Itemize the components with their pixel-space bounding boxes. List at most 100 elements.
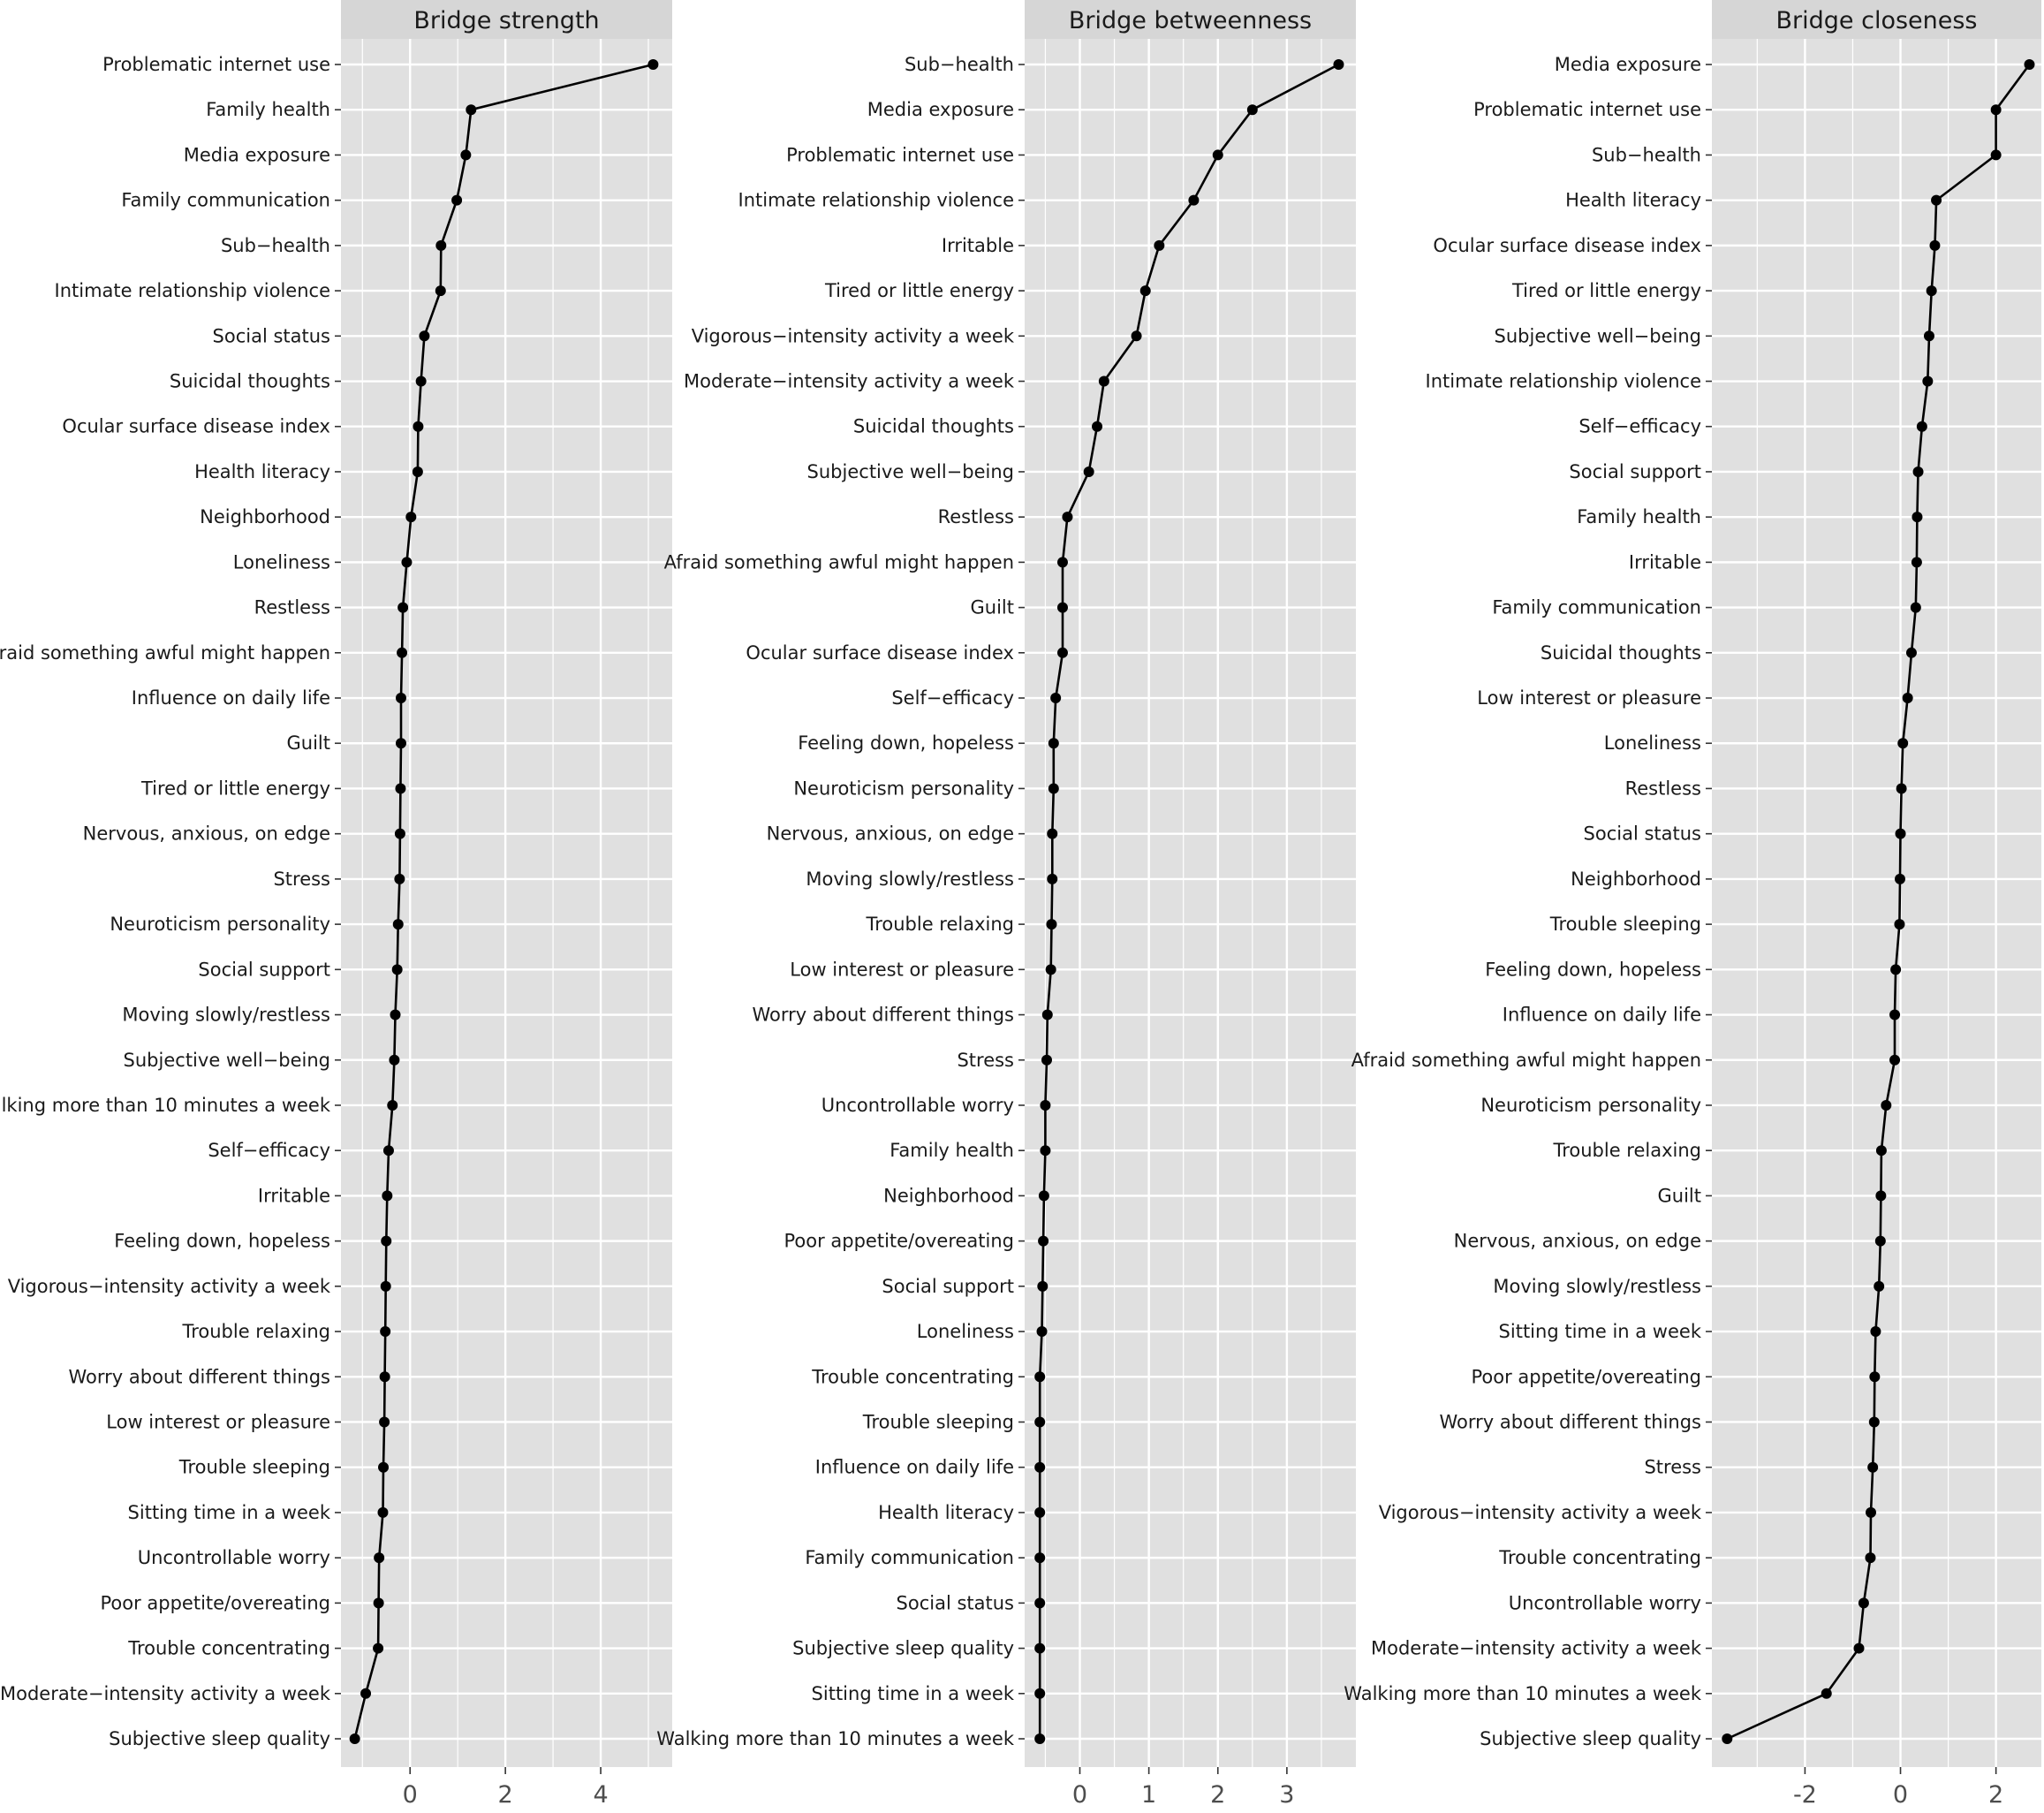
y-tick-label: Poor appetite/overeating [784,1231,1014,1252]
y-tick-label: Subjective well−being [1495,325,1701,346]
y-tick-label: Loneliness [233,551,330,573]
y-tick-label: Worry about different things [1440,1411,1701,1432]
y-tick-label: Worry about different things [753,1005,1014,1026]
y-tick-label: Vigorous−intensity activity a week [1379,1502,1702,1523]
y-tick-label: Neighborhood [883,1185,1014,1206]
x-tick-label: -2 [1793,1781,1817,1809]
facet-panel-1: Bridge strength Problematic internet use F… [0,0,672,1809]
y-tick-label: Media exposure [184,144,330,165]
data-point [435,285,446,297]
y-tick-label: Trouble sleeping [862,1411,1014,1432]
y-tick-label: Problematic internet use [786,144,1014,165]
facet-strip [1712,0,2041,39]
y-tick-label: Sub−health [1592,144,1701,165]
y-tick-label: Restless [938,506,1014,527]
data-point [1154,239,1165,251]
data-point [1047,873,1058,884]
x-tick-label: 2 [1210,1781,1225,1809]
x-tick-label: 2 [498,1781,513,1809]
data-point [1034,1733,1046,1744]
y-tick-label: Irritable [258,1185,330,1206]
data-point [401,557,413,568]
facet-strip [341,0,672,39]
data-point [1889,1054,1901,1066]
data-point [380,1280,391,1292]
y-tick-label: Poor appetite/overeating [100,1592,330,1613]
data-point [1867,1461,1879,1473]
y-tick-label: Health literacy [1565,190,1701,211]
data-point [1916,421,1927,432]
data-point [1874,1235,1886,1247]
y-tick-label: Low interest or pleasure [1477,687,1701,709]
facet-strip [1025,0,1356,39]
y-tick-label: Walking more than 10 minutes a week [1344,1683,1702,1704]
data-point [1050,693,1062,704]
y-tick-label: Neuroticism personality [793,778,1014,799]
data-point [1098,375,1109,387]
data-point [1062,512,1073,523]
data-point [1041,1009,1053,1020]
y-tick-label: Trouble concentrating [1498,1547,1701,1568]
y-tick-label: Tired or little energy [1511,280,1701,301]
data-point [1048,783,1059,794]
data-point [397,647,408,658]
y-tick-label: Restless [254,597,330,618]
y-tick-label: Uncontrollable worry [1509,1592,1701,1613]
y-tick-label: Social status [1584,823,1701,845]
y-tick-label: Self−efficacy [891,687,1014,709]
data-point [373,1597,384,1609]
y-tick-label: Intimate relationship violence [55,280,330,301]
data-point [1912,512,1923,523]
y-tick-label: Trouble sleeping [1549,914,1701,935]
y-tick-label: Sitting time in a week [128,1502,331,1523]
y-tick-label: Tired or little energy [824,280,1014,301]
y-tick-label: Trouble relaxing [865,914,1014,935]
y-tick-label: Uncontrollable worry [821,1095,1014,1116]
y-tick-label: Moderate−intensity activity a week [1371,1638,1702,1659]
data-point [1895,828,1906,839]
y-tick-label: Irritable [942,235,1014,256]
data-point [1905,647,1917,658]
data-point [1034,1642,1046,1654]
data-point [1894,919,1905,930]
y-tick-label: Nervous, anxious, on edge [1454,1231,1701,1252]
data-point [380,1326,391,1338]
y-tick-label: Suicidal thoughts [853,416,1014,437]
data-point [1931,194,1942,206]
y-tick-label: Subjective sleep quality [109,1728,330,1749]
y-tick-label: Guilt [971,597,1015,618]
y-tick-label: Restless [1625,778,1701,799]
x-tick-label: 3 [1279,1781,1294,1809]
data-point [1333,59,1344,70]
data-point [379,1416,390,1428]
y-tick-label: Loneliness [1604,732,1701,754]
data-point [466,104,477,116]
y-tick-label: Trouble sleeping [178,1457,330,1478]
y-tick-label: Social support [1569,461,1701,482]
data-point [405,512,417,523]
data-point [395,693,406,704]
plot-panel [1712,39,2041,1767]
data-point [1041,1054,1052,1066]
data-point [1092,421,1103,432]
data-point [395,738,406,749]
y-tick-label: Sub−health [221,235,330,256]
y-tick-label: Family communication [1492,597,1701,618]
data-point [397,602,409,613]
y-tick-label: Subjective sleep quality [792,1638,1014,1659]
y-tick-label: Stress [1644,1457,1701,1478]
y-tick-label: Afraid something awful might happen [664,551,1014,573]
y-tick-label: Influence on daily life [1503,1005,1701,1026]
data-point [1038,1235,1049,1247]
data-point [1894,873,1905,884]
data-point [1047,828,1058,839]
data-point [1036,1326,1048,1338]
y-tick-label: Tired or little energy [140,778,330,799]
y-tick-label: Stress [957,1050,1014,1071]
y-tick-label: Nervous, anxious, on edge [767,823,1014,845]
y-tick-label: Social status [213,325,330,346]
y-tick-label: Family health [890,1140,1014,1161]
data-point [1056,602,1068,613]
data-point [394,828,405,839]
data-point [1083,466,1094,477]
